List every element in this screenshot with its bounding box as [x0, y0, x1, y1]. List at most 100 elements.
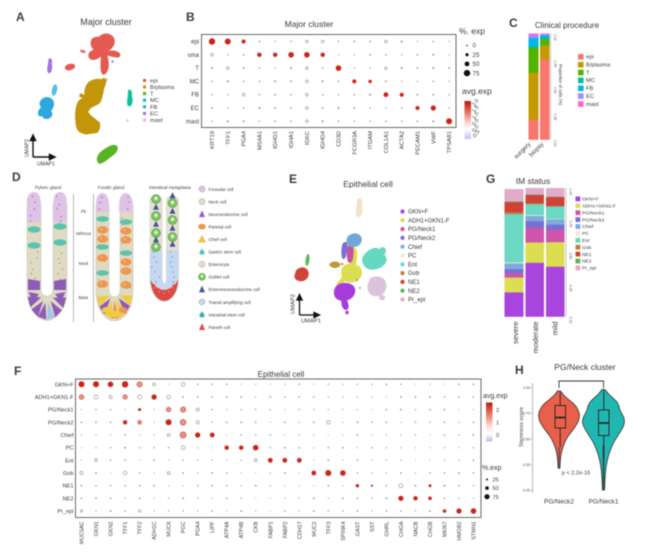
svg-text:avg.exp: avg.exp [462, 86, 492, 96]
svg-text:EC: EC [150, 111, 158, 117]
svg-text:PG/Neck1: PG/Neck1 [588, 499, 618, 506]
svg-text:0.25: 0.25 [569, 285, 573, 292]
svg-text:biopsy: biopsy [528, 140, 546, 158]
svg-text:UMAP1: UMAP1 [37, 162, 55, 168]
svg-text:Gob: Gob [408, 271, 420, 277]
svg-text:avg.exp: avg.exp [483, 393, 508, 400]
svg-text:sma: sma [188, 53, 200, 59]
svg-text:NE2: NE2 [582, 259, 592, 265]
svg-text:UMAP2: UMAP2 [291, 294, 297, 314]
svg-text:Isthmus: Isthmus [76, 231, 91, 236]
svg-text:EC: EC [191, 106, 200, 112]
svg-text:PG/Neck2: PG/Neck2 [582, 217, 605, 223]
svg-text:IM status: IM status [516, 176, 550, 186]
svg-text:1.00: 1.00 [553, 34, 557, 41]
svg-text:MUC5AC: MUC5AC [80, 521, 86, 544]
svg-text:CDH17: CDH17 [297, 522, 303, 540]
svg-text:HMGB2: HMGB2 [457, 522, 463, 541]
svg-text:mast: mast [186, 119, 199, 125]
svg-text:Neck cell: Neck cell [209, 199, 227, 204]
svg-text:T: T [150, 92, 154, 98]
svg-text:Pit: Pit [81, 209, 87, 214]
svg-text:moderate: moderate [531, 322, 540, 354]
svg-text:Transit amplifying cell: Transit amplifying cell [209, 300, 251, 305]
svg-text:MC: MC [190, 79, 200, 85]
svg-text:IGHG1: IGHG1 [273, 131, 279, 149]
svg-text:2: 2 [496, 408, 499, 414]
svg-text:ACTA2: ACTA2 [400, 131, 406, 149]
svg-text:FABP2: FABP2 [283, 521, 289, 538]
svg-text:Major cluster: Major cluster [285, 19, 334, 29]
svg-text:IGHG4: IGHG4 [321, 130, 327, 149]
svg-text:p < 2.2e-16: p < 2.2e-16 [562, 471, 590, 477]
svg-text:Pr_epi: Pr_epi [57, 509, 73, 515]
svg-text:PGC: PGC [181, 521, 187, 533]
svg-text:CHGB: CHGB [428, 521, 434, 537]
svg-text:PG/Neck1: PG/Neck1 [408, 227, 436, 233]
svg-text:NE2: NE2 [63, 496, 74, 502]
svg-text:NE1: NE1 [63, 484, 74, 490]
svg-text:ADH1+GKN1-F: ADH1+GKN1-F [35, 395, 74, 401]
svg-text:PGA4: PGA4 [242, 130, 248, 146]
svg-text:GKN+F: GKN+F [408, 210, 429, 216]
svg-text:ATP4B: ATP4B [239, 521, 245, 538]
svg-text:C: C [509, 16, 518, 30]
svg-text:1: 1 [496, 421, 499, 427]
svg-text:MUC2: MUC2 [312, 522, 318, 537]
svg-text:UMAP2: UMAP2 [25, 139, 31, 157]
svg-text:CKB: CKB [254, 521, 260, 532]
svg-text:Pr_epi: Pr_epi [408, 298, 425, 304]
svg-text:MS4A1: MS4A1 [257, 131, 263, 150]
svg-text:Neck: Neck [79, 261, 90, 266]
svg-text:50: 50 [493, 486, 499, 492]
svg-text:0: 0 [473, 43, 477, 50]
svg-text:Foveolar cell: Foveolar cell [209, 187, 234, 192]
svg-text:FABP1: FABP1 [268, 521, 274, 538]
svg-text:25: 25 [493, 478, 499, 484]
svg-text:2.0: 2.0 [471, 98, 480, 108]
svg-text:Gob: Gob [63, 471, 74, 477]
svg-text:COL1A1: COL1A1 [384, 131, 390, 153]
svg-text:FB: FB [150, 105, 158, 111]
svg-text:B: B [186, 10, 195, 24]
svg-text:mast: mast [150, 118, 163, 124]
svg-text:TFF1: TFF1 [226, 131, 232, 145]
svg-text:T: T [586, 70, 590, 76]
svg-text:GKN+F: GKN+F [582, 197, 598, 203]
svg-text:PC: PC [408, 254, 417, 260]
svg-text:0.75: 0.75 [523, 412, 530, 416]
svg-text:epi: epi [150, 78, 158, 84]
svg-text:IGHA1: IGHA1 [289, 131, 295, 148]
svg-text:NACB: NACB [414, 521, 420, 536]
svg-text:GAST: GAST [355, 521, 361, 536]
svg-text:KRT19: KRT19 [210, 131, 216, 149]
svg-text:Neuroendocrine cell: Neuroendocrine cell [209, 212, 248, 217]
svg-text:T: T [195, 66, 199, 72]
svg-text:0.50: 0.50 [569, 253, 573, 260]
svg-text:B/plasma: B/plasma [586, 63, 611, 69]
svg-text:H: H [515, 363, 524, 377]
svg-text:Enteroneuroendocrine cell: Enteroneuroendocrine cell [209, 287, 260, 292]
svg-text:Base: Base [79, 295, 89, 300]
svg-text:PG/Neck1: PG/Neck1 [582, 210, 605, 216]
svg-text:0.50: 0.50 [523, 437, 530, 441]
svg-text:mast: mast [586, 102, 599, 108]
svg-text:G: G [486, 172, 495, 186]
svg-text:75: 75 [493, 495, 499, 501]
svg-text:GKN2: GKN2 [109, 522, 115, 537]
svg-text:CD3D: CD3D [337, 131, 343, 147]
svg-text:epi: epi [586, 55, 594, 61]
svg-text:Fundic gland: Fundic gland [98, 185, 125, 190]
svg-text:PG/Neck cluster: PG/Neck cluster [554, 362, 616, 372]
svg-text:0.00: 0.00 [523, 489, 530, 493]
svg-text:B/plasma: B/plasma [150, 85, 175, 91]
svg-text:NE1: NE1 [582, 252, 592, 258]
svg-text:F: F [14, 364, 21, 378]
svg-text:Gob: Gob [582, 245, 592, 251]
svg-text:mild: mild [551, 322, 560, 336]
svg-text:ADH1C: ADH1C [152, 521, 158, 539]
svg-text:FB: FB [586, 86, 594, 92]
svg-text:0.75: 0.75 [553, 61, 557, 68]
svg-text:STMN1: STMN1 [472, 522, 478, 540]
svg-text:25: 25 [473, 52, 480, 59]
